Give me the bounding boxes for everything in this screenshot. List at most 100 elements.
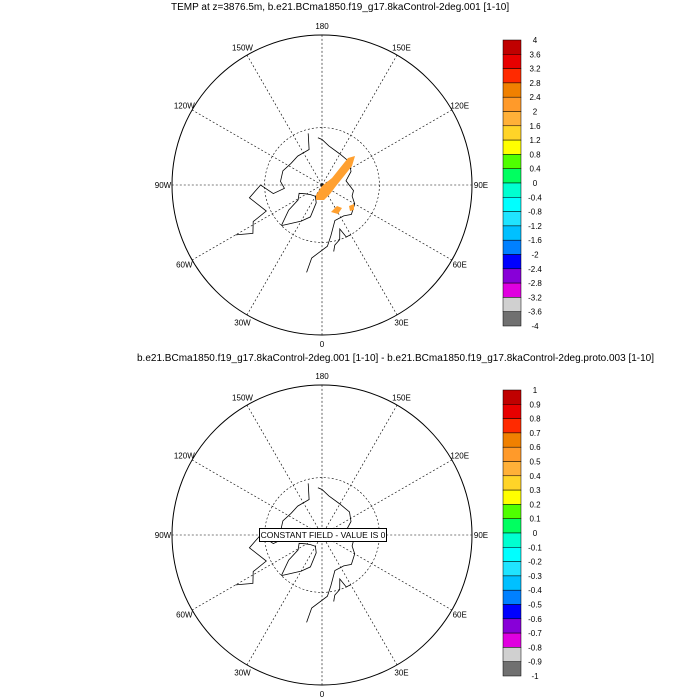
colorbar-tick-label: 0 <box>533 529 538 538</box>
colorbar-tick-label: -0.5 <box>528 601 542 610</box>
lon-label: 60E <box>453 261 467 270</box>
lon-label: 60E <box>453 611 467 620</box>
colorbar-tick-label: -0.9 <box>528 658 542 667</box>
lon-label: 90W <box>155 531 172 540</box>
lon-label: 30E <box>394 319 408 328</box>
colorbar-2: 1 0.9 0.8 0.7 0.6 0.5 0.4 0.3 0.2 0.1 0 -0.1 -0.2 -0.… <box>502 386 542 681</box>
colorbar-tick-label: 0.9 <box>529 400 541 409</box>
coastline <box>306 137 356 273</box>
meridian <box>246 54 323 185</box>
colorbar-tick-label: 2 <box>533 108 538 117</box>
colorbar-swatch <box>502 461 522 477</box>
coastline <box>235 133 310 236</box>
colorbar-tick-label: -0.6 <box>528 615 542 624</box>
colorbar-tick-label: -0.2 <box>528 558 542 567</box>
colorbar-swatch <box>502 618 522 634</box>
lon-label: 60W <box>176 261 193 270</box>
colorbar-tick-label: 2.4 <box>529 93 541 102</box>
meridian <box>191 109 322 186</box>
lon-label: 120E <box>450 102 469 111</box>
meridian <box>246 404 323 535</box>
colorbar-swatch <box>502 589 522 605</box>
lon-label: 150E <box>392 393 411 402</box>
colorbar-tick-label: 0.6 <box>529 443 541 452</box>
colorbar-tick-label: 1 <box>533 386 538 395</box>
colorbar-swatch <box>502 604 522 620</box>
colorbar-swatch <box>502 297 522 312</box>
colorbar-swatch <box>502 446 522 462</box>
colorbar-swatch <box>502 82 522 98</box>
colorbar-tick-label: 4 <box>533 36 538 45</box>
colorbar-tick-label: -0.7 <box>528 629 542 638</box>
colorbar-tick-label: 3.6 <box>529 50 541 59</box>
colorbar-swatch <box>502 239 522 255</box>
lon-label: 120E <box>450 452 469 461</box>
colorbar-swatch <box>502 647 522 662</box>
coastline <box>281 192 317 226</box>
colorbar-tick-label: 0 <box>533 179 538 188</box>
meridian <box>322 459 453 536</box>
colorbar-swatch <box>502 489 522 505</box>
colorbar-tick-label: -0.8 <box>528 208 542 217</box>
coastline <box>306 487 356 623</box>
meridian <box>322 534 453 611</box>
colorbar-tick-label: 1.6 <box>529 122 541 131</box>
lon-label: 30W <box>234 319 251 328</box>
map-boundary <box>171 34 473 336</box>
lon-label: 90W <box>155 181 172 190</box>
coastline <box>333 227 351 252</box>
map-1-title: TEMP at z=3876.5m, b.e21.BCma1850.f19_g1… <box>171 2 510 13</box>
colorbar-tick-label: -2 <box>531 251 539 260</box>
colorbar-swatch <box>502 211 522 227</box>
colorbar-tick-label: -2.8 <box>528 279 542 288</box>
coastline <box>281 542 317 576</box>
colorbar-tick-label: -1 <box>531 672 539 681</box>
field-patch <box>331 206 342 214</box>
colorbar-tick-label: 0.8 <box>529 415 541 424</box>
colorbar-swatch <box>502 168 522 184</box>
colorbar-tick-label: -0.4 <box>528 586 542 595</box>
colorbar-swatch <box>502 139 522 155</box>
colorbar-swatch <box>502 96 522 112</box>
colorbar-swatch <box>502 561 522 577</box>
colorbar-tick-label: -0.3 <box>528 572 542 581</box>
colorbar-swatch <box>502 154 522 169</box>
coastline <box>333 577 351 602</box>
colorbar-tick-label: -3.6 <box>528 308 542 317</box>
colorbar-swatch <box>502 518 522 534</box>
colorbar-swatch <box>502 54 522 69</box>
field-patch <box>316 156 355 200</box>
colorbar-tick-label: 0.5 <box>529 458 541 467</box>
colorbar-swatch <box>502 418 522 434</box>
colorbar-tick-label: 0.4 <box>529 472 541 481</box>
meridian <box>321 535 398 666</box>
lon-label: 150W <box>232 43 253 52</box>
colorbar-swatch <box>502 389 522 405</box>
lon-label: 60W <box>176 611 193 620</box>
lon-label: 30W <box>234 669 251 678</box>
lon-label: 0 <box>320 340 325 349</box>
map-panel-1: 180 150E 120E 90E 60E 30E 0 30W 60W 90W 120W 150W 4 3… <box>155 22 543 349</box>
colorbar-swatch <box>502 311 522 327</box>
colorbar-tick-label: 2.8 <box>529 79 541 88</box>
constant-field-label: CONSTANT FIELD - VALUE IS 0 <box>259 528 387 542</box>
meridian <box>191 459 322 536</box>
colorbar-swatch <box>502 39 522 55</box>
meridian <box>246 535 323 666</box>
meridian <box>191 534 322 611</box>
meridian <box>321 185 398 316</box>
colorbar-swatch <box>502 125 522 141</box>
colorbar-swatch <box>502 504 522 519</box>
colorbar-swatch <box>502 225 522 241</box>
lon-label: 150E <box>392 43 411 52</box>
colorbar-tick-label: -1.2 <box>528 222 542 231</box>
colorbar-tick-label: -1.6 <box>528 236 542 245</box>
field-patch <box>349 204 354 211</box>
colorbar-swatch <box>502 182 522 198</box>
meridian <box>321 54 398 185</box>
colorbar-swatch <box>502 268 522 284</box>
colorbar-tick-label: -0.8 <box>528 643 542 652</box>
colorbar-tick-label: 0.3 <box>529 486 541 495</box>
map-2-title: b.e21.BCma1850.f19_g17.8kaControl-2deg.0… <box>137 353 655 364</box>
